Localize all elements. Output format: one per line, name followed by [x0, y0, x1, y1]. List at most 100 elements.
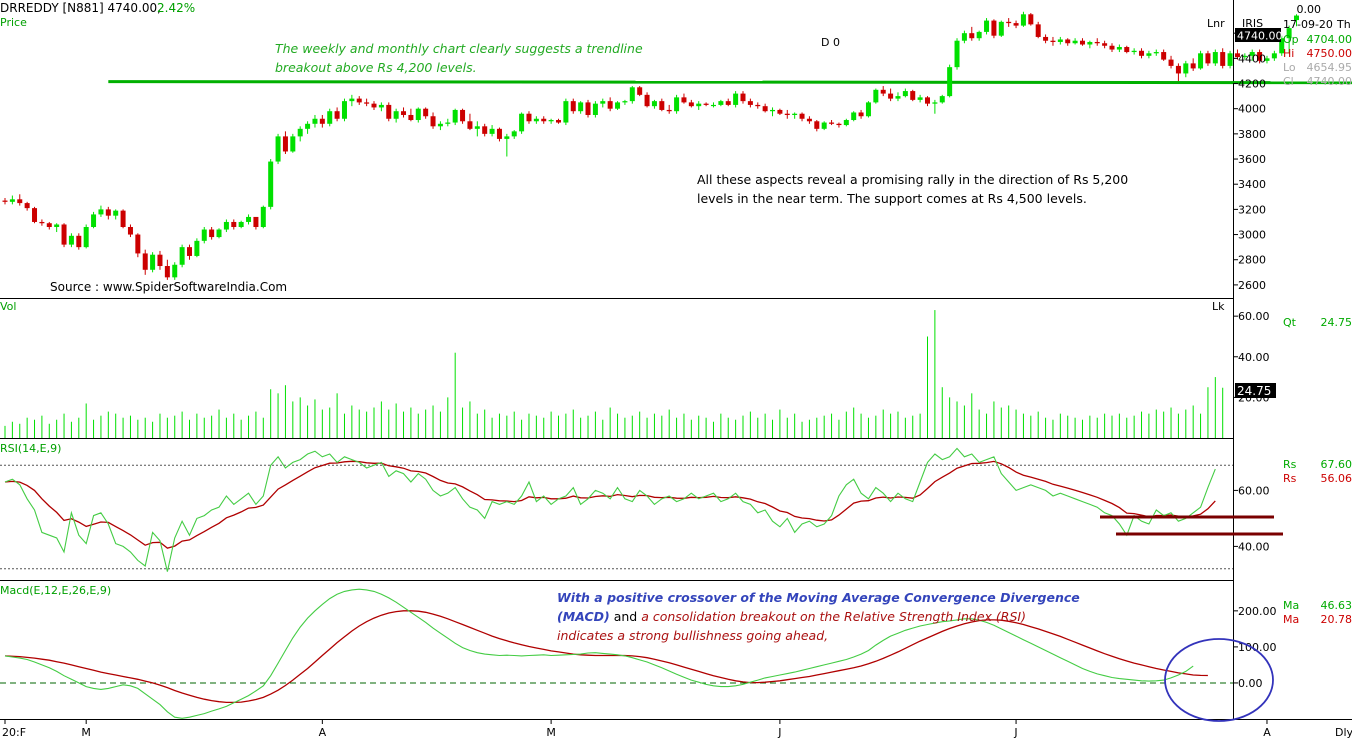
macd-crossover-circle: [1164, 638, 1274, 722]
candle-body: [718, 101, 724, 105]
volume-tick-label: 40.00: [1238, 351, 1270, 364]
volume-bars: [4, 310, 1224, 438]
open-label: Op: [1283, 33, 1299, 46]
high-value: 4750.00: [1307, 47, 1352, 60]
candle-body: [659, 101, 665, 110]
candle-body: [305, 123, 311, 129]
price-tick-label: 3600: [1238, 153, 1266, 166]
candle-body: [142, 253, 148, 270]
candle-body: [880, 89, 886, 94]
macd-tick-label: 200.00: [1238, 605, 1277, 618]
candle-body: [1271, 53, 1277, 59]
candle-body: [312, 118, 318, 124]
rsi-tick-label: 60.00: [1238, 484, 1270, 497]
candle-body: [947, 67, 953, 97]
close-value: 4740.00: [1307, 75, 1352, 88]
d-label: D 0: [821, 36, 840, 49]
candle-body: [341, 101, 347, 119]
rsi-axis: 40.00 60.00: [1233, 484, 1270, 553]
candle-body: [1279, 38, 1285, 54]
candle-body: [1035, 24, 1041, 37]
candle-body: [961, 33, 967, 41]
candle-body: [452, 109, 458, 123]
macd-note-rsi: a consolidation breakout on the Relative…: [641, 609, 1026, 624]
volume-tag-text: 24.75: [1237, 384, 1271, 398]
candle-body: [445, 122, 451, 124]
candle-body: [1294, 15, 1299, 21]
candle-body: [710, 104, 716, 107]
candle-body: [1146, 53, 1152, 56]
macd-ma-label-1: Ma: [1283, 599, 1299, 612]
candle-body: [1065, 39, 1071, 44]
candle-body: [600, 101, 606, 104]
rsi-rs-label-2: Rs: [1283, 472, 1297, 485]
candle-body: [511, 131, 517, 137]
candle-body: [703, 103, 709, 105]
periodicity-label: Dly: [1335, 726, 1352, 739]
candle-body: [1094, 41, 1100, 44]
candle-body: [644, 94, 650, 107]
candle-body: [113, 210, 119, 216]
candle-body: [364, 102, 370, 104]
price-tick-label: 3400: [1238, 178, 1266, 191]
candle-body: [696, 103, 702, 107]
candle-body: [843, 120, 849, 126]
candle-body: [910, 91, 916, 100]
candle-body: [46, 223, 52, 227]
candle-body: [865, 102, 871, 117]
candle-body: [61, 224, 67, 245]
candle-body: [1057, 39, 1063, 42]
candle-body: [1020, 14, 1026, 26]
date-tick-label: J: [1013, 726, 1017, 739]
candle-body: [570, 101, 576, 112]
candle-body: [519, 113, 525, 132]
candle-body: [563, 101, 569, 123]
candle-body: [1124, 47, 1130, 53]
candle-body: [932, 102, 938, 104]
day-readout: Th: [1336, 18, 1351, 31]
iris-label: IRIS: [1242, 17, 1263, 30]
candle-body: [1153, 52, 1159, 54]
candle-body: [1028, 14, 1034, 25]
price-tick-label: 2600: [1238, 279, 1266, 292]
candle-body: [386, 104, 392, 119]
candle-body: [895, 96, 901, 99]
date-tick-label: A: [1263, 726, 1271, 739]
candle-body: [201, 229, 207, 241]
candle-body: [423, 108, 429, 117]
candle-body: [925, 97, 930, 104]
symbol-title: DRREDDY [N881] 4740.00,: [0, 1, 161, 15]
rsi-signal-value: 56.06: [1321, 472, 1352, 485]
volume-qt-label: Qt: [1283, 316, 1297, 329]
candle-body: [297, 128, 303, 137]
candle-body: [1212, 52, 1218, 64]
candle-body: [733, 93, 739, 105]
candle-body: [91, 214, 97, 227]
price-axis: 2600 2800 3000 3200 3400 3600 3800 4000 4200 4400…: [1233, 27, 1266, 292]
candle-body: [1183, 63, 1189, 74]
candle-body: [437, 123, 443, 127]
date-axis: 20:FMAMJJAS: [2, 720, 1271, 739]
trendline-note-line-2: breakout above Rs 4,200 levels.: [275, 60, 477, 75]
candle-body: [378, 104, 384, 108]
candle-body: [1161, 52, 1167, 60]
candle-body: [282, 136, 288, 152]
macd-value: 46.63: [1321, 599, 1352, 612]
macd-note-line-1: With a positive crossover of the Moving …: [557, 590, 1080, 605]
date-tick-label: 20:F: [2, 726, 26, 739]
candle-body: [290, 136, 296, 152]
rsi-panel-label: RSI(14,E,9): [0, 442, 61, 455]
rally-note-line-1: All these aspects reveal a promising ral…: [697, 172, 1129, 187]
candle-body: [1109, 45, 1115, 50]
candle-body: [1102, 43, 1108, 46]
low-value: 4654.95: [1307, 61, 1352, 74]
rsi-value: 67.60: [1321, 458, 1352, 471]
candle-body: [1079, 40, 1085, 45]
candle-body: [578, 102, 584, 112]
candle-body: [216, 229, 222, 238]
candle-body: [1227, 53, 1233, 66]
candle-body: [829, 122, 835, 124]
candle-body: [496, 128, 502, 139]
candle-body: [54, 224, 60, 227]
